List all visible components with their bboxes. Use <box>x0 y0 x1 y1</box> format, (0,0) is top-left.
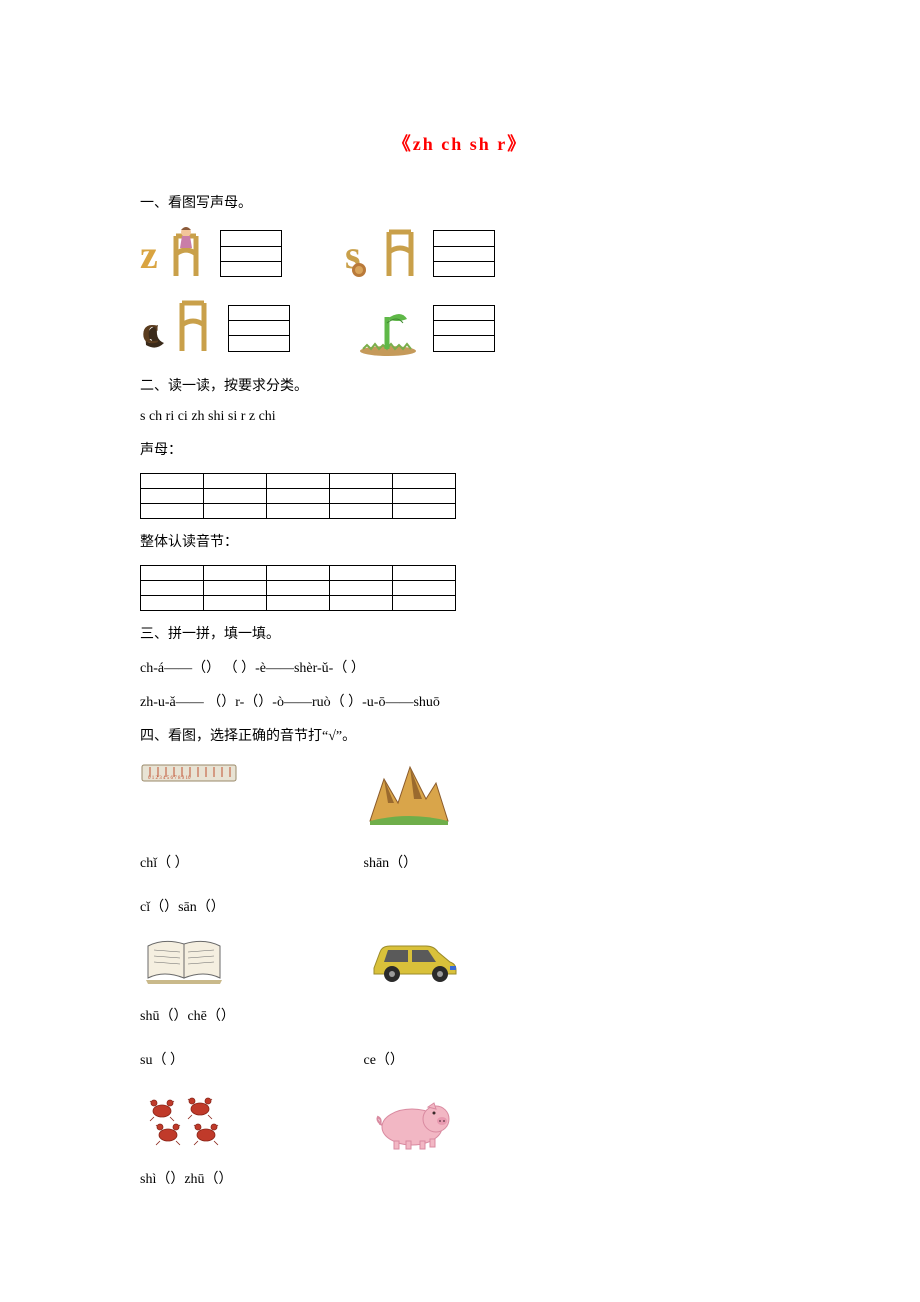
opt-shan[interactable]: shān（） <box>364 852 584 872</box>
section2-heading: 二、读一读，按要求分类。 <box>140 375 780 395</box>
section2-label-shengmu: 声母： <box>140 439 780 459</box>
section1-row2: c c <box>140 299 780 357</box>
section2-items: s ch ri ci zh shi si r z chi <box>140 409 780 425</box>
section3-line2: zh-u-ǎ—— （）r-（）-ò——ruò（ ）-u-ō——shuō <box>140 691 780 711</box>
opt-shu-che[interactable]: shū（）chē（） <box>140 1005 780 1025</box>
crabs-icon <box>140 1091 240 1151</box>
zh-icon: z <box>140 226 210 281</box>
zhengti-table[interactable] <box>140 565 456 611</box>
section3-heading: 三、拼一拼，填一填。 <box>140 623 780 643</box>
svg-text:c: c <box>142 310 159 352</box>
opt-ci-san[interactable]: cǐ（）sān（） <box>140 896 780 916</box>
book-icon <box>140 930 230 990</box>
pig-icon <box>364 1091 459 1153</box>
car-icon <box>364 930 464 985</box>
opt-chi[interactable]: chǐ（ ） <box>140 852 360 872</box>
svg-text:0 1 2 3 4 5 6 7 8 9 10: 0 1 2 3 4 5 6 7 8 9 10 <box>148 776 191 781</box>
mountain-icon <box>364 759 454 829</box>
page-title: 《zh ch sh r》 <box>140 130 780 156</box>
ch-writebox[interactable] <box>228 305 290 352</box>
section4-heading: 四、看图，选择正确的音节打“√”。 <box>140 725 780 745</box>
section1-heading: 一、看图写声母。 <box>140 192 780 212</box>
svg-text:z: z <box>140 232 158 277</box>
sh-writebox[interactable] <box>433 230 495 277</box>
shengmu-table[interactable] <box>140 473 456 519</box>
opt-su[interactable]: su（ ） <box>140 1049 360 1069</box>
section2-label-zhengti: 整体认读音节： <box>140 531 780 551</box>
section1-row1: z s <box>140 226 780 281</box>
sprout-icon <box>353 299 423 357</box>
zh-writebox[interactable] <box>220 230 282 277</box>
opt-shi-zhu[interactable]: shì（）zhū（） <box>140 1168 780 1188</box>
ch-icon: c c <box>140 299 218 357</box>
r-writebox[interactable] <box>433 305 495 352</box>
sh-icon: s <box>345 226 423 281</box>
opt-ce[interactable]: ce（） <box>364 1049 584 1069</box>
section3-line1: ch-á——（） （ ）-è——shèr-ǔ-（ ） <box>140 657 780 677</box>
ruler-icon: 0 1 2 3 4 5 6 7 8 9 10 <box>140 759 240 787</box>
